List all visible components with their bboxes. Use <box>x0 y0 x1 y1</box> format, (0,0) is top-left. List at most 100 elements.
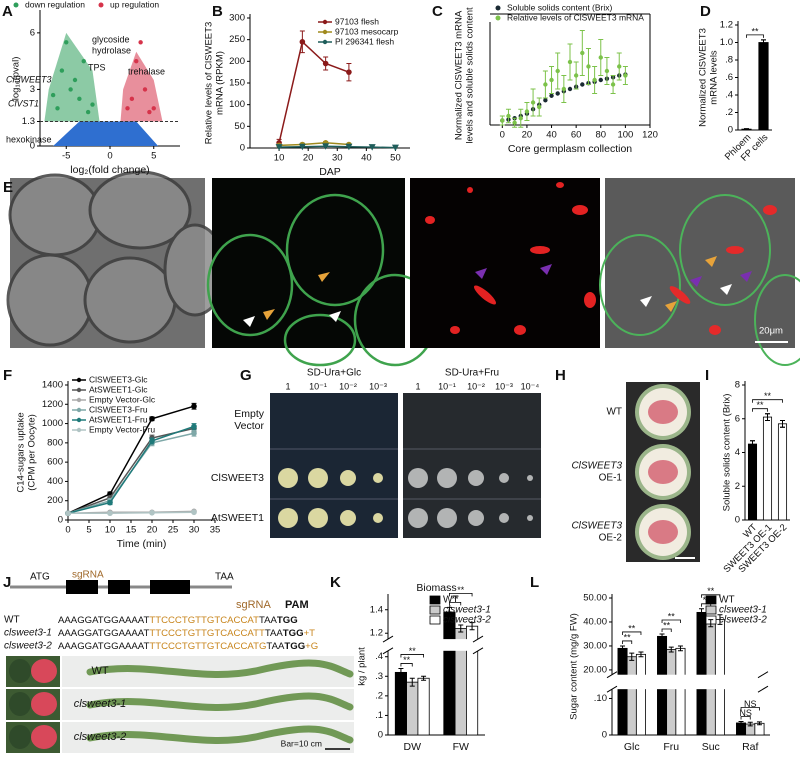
significance-label: ** <box>457 585 465 595</box>
dilution-label: 10⁻³ <box>495 381 513 391</box>
significance-bracket <box>622 631 642 635</box>
y-tick-label: 1400 <box>42 380 63 391</box>
legend-label: clsweet3-1 <box>719 605 767 616</box>
legend-swatch <box>705 595 717 605</box>
marker <box>107 510 113 517</box>
gene-annotation: TPS <box>88 62 106 72</box>
legend-label: ClSWEET3-Glc <box>89 374 148 384</box>
x-tick-label: DW <box>404 741 422 753</box>
y-tick-label: .3 <box>375 671 383 682</box>
point <box>543 98 548 103</box>
marker <box>149 415 155 422</box>
y-tick-label: 4 <box>735 447 740 458</box>
marker <box>322 60 329 67</box>
x-tick-label: 50 <box>390 153 401 164</box>
plate-label: SD-Ura+Glc <box>307 368 361 379</box>
fruit-label: OE-2 <box>599 533 623 544</box>
x-tick-label: 5 <box>86 525 91 536</box>
dilution-label: 1 <box>285 381 290 391</box>
y-tick-label: 200 <box>229 56 245 67</box>
point <box>55 106 60 111</box>
panel-letter: F <box>3 367 12 384</box>
y-tick-label: .2 <box>725 107 733 118</box>
marker <box>275 144 283 151</box>
point <box>50 92 56 98</box>
point <box>549 93 554 98</box>
break-mark <box>757 671 769 679</box>
legend-swatch <box>322 39 328 45</box>
row-label: AtSWEET1 <box>211 512 264 524</box>
panel-letter: D <box>700 3 711 20</box>
sequence-part: +G <box>305 641 318 652</box>
y-axis-label: kg / plant <box>357 647 368 686</box>
row-label: ClSWEET3 <box>211 472 264 484</box>
significance-bracket <box>746 34 764 38</box>
significance-label: ** <box>663 620 671 630</box>
gene-guide: sgRNA <box>72 570 104 581</box>
point <box>580 50 585 56</box>
bar <box>747 443 758 521</box>
y-tick-label: 50.00 <box>583 593 607 604</box>
legend-label: Relative levels of ClSWEET3 mRNA <box>507 12 644 22</box>
y-axis-label: Normalized ClSWEET3 mRNA <box>454 10 465 140</box>
y-axis-label: Sugar content (mg/g FW) <box>569 613 580 720</box>
point <box>512 120 517 125</box>
sequence-part: TGG <box>277 615 298 626</box>
exon <box>66 580 98 594</box>
bar <box>417 677 430 736</box>
gene-annotation: ClSWEET3 <box>6 74 52 84</box>
colony <box>527 515 533 521</box>
gene-annotation: glycoside <box>92 34 130 44</box>
point <box>617 64 622 69</box>
exon <box>150 580 190 594</box>
bar <box>696 611 707 736</box>
x-axis-label: DAP <box>319 166 341 178</box>
significance-bracket <box>740 716 751 720</box>
fruit-core <box>648 400 678 424</box>
x-axis-label: Core germplasm collection <box>508 143 632 155</box>
sequence-part: TGG <box>283 628 304 639</box>
legend-swatch <box>322 29 328 35</box>
colony <box>437 468 457 488</box>
dilution-label: 10⁻⁴ <box>521 381 540 391</box>
point <box>500 118 505 123</box>
error-bar <box>409 677 415 687</box>
bar <box>758 42 769 131</box>
x-tick-label: 25 <box>168 525 179 536</box>
y-tick-label: 1200 <box>42 399 63 410</box>
x-tick-label: 100 <box>617 130 633 141</box>
bar <box>635 653 646 736</box>
sequence-part: TAA <box>265 628 284 639</box>
x-tick-label: 120 <box>642 130 658 141</box>
panel-letter: H <box>555 367 566 384</box>
dilution-label: 10⁻² <box>339 381 357 391</box>
error-bar <box>629 652 635 661</box>
sequence-part: TAA <box>266 641 285 652</box>
legend-label: AtSWEET1-Fru <box>89 414 148 424</box>
point <box>567 86 573 92</box>
gene-annotation: trehalase <box>128 66 165 76</box>
y-tick-label: 1.2 <box>720 20 733 31</box>
x-tick-label: Fru <box>663 741 679 753</box>
y-tick-label: .1 <box>375 710 383 721</box>
significance-label: NS <box>739 708 752 718</box>
sequence-part: TTCCCTGTTGTCACCATT <box>149 628 265 639</box>
significance-bracket <box>752 399 783 403</box>
volcano-down <box>44 32 100 122</box>
error-bar <box>780 419 785 428</box>
legend-label: 97103 mesocarp <box>335 26 399 36</box>
fruit-label: OE-1 <box>599 473 623 484</box>
x-tick-label: 5 <box>151 151 156 162</box>
legend-swatch <box>76 427 82 433</box>
legend-label: WT <box>443 595 459 606</box>
point <box>506 113 511 119</box>
significance-bracket <box>400 663 413 667</box>
significance-label: ** <box>403 655 411 665</box>
marker <box>191 430 197 437</box>
plant-vine <box>86 659 354 678</box>
row-label: Empty <box>234 408 265 420</box>
x-tick-label: 15 <box>126 525 137 536</box>
dilution-label: 10⁻³ <box>369 381 387 391</box>
header-guide: sgRNA <box>236 599 272 611</box>
